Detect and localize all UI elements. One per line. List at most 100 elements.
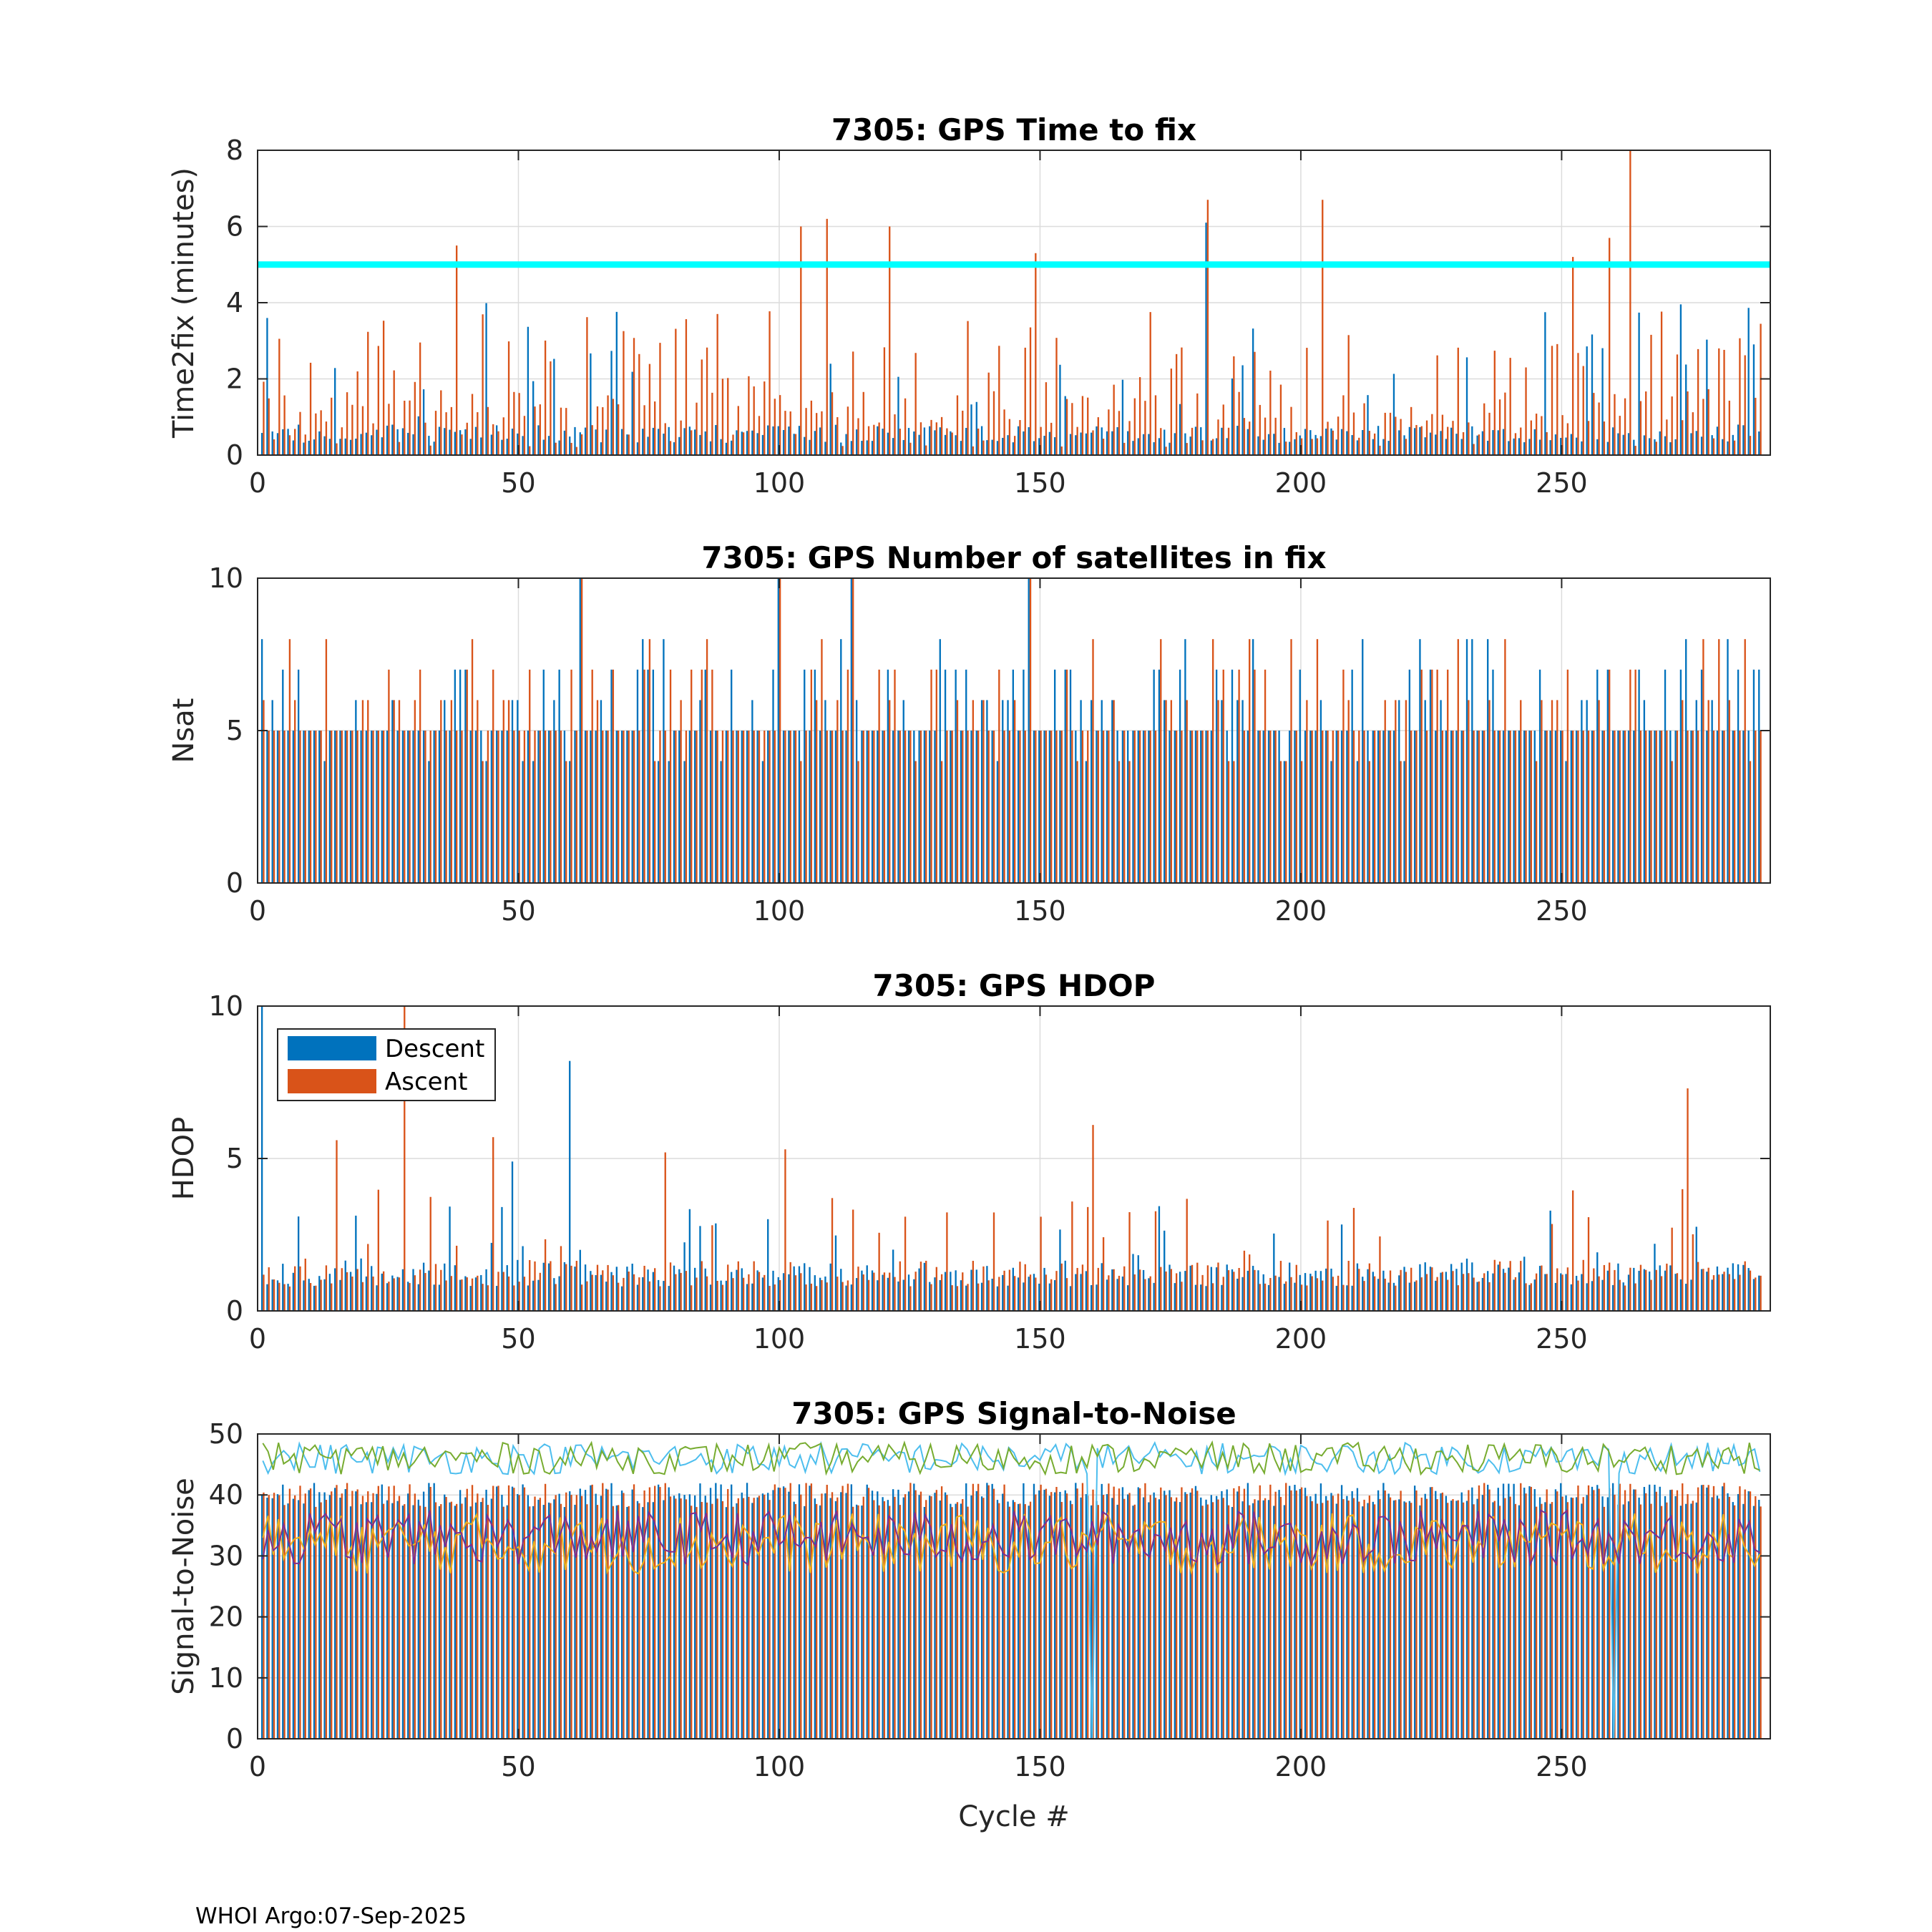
bar-ascent — [1546, 1489, 1548, 1739]
bar-descent — [506, 731, 508, 883]
bar-descent — [1611, 731, 1614, 883]
bar-descent — [1085, 1494, 1088, 1739]
bar-descent — [459, 669, 462, 883]
bar-ascent — [1269, 370, 1272, 455]
bar-ascent — [721, 731, 724, 883]
bar-ascent — [393, 700, 395, 883]
bar-descent — [1153, 442, 1155, 455]
bar-ascent — [1582, 1497, 1584, 1739]
bar-ascent — [424, 1506, 426, 1739]
bar-descent — [1471, 1262, 1473, 1311]
bar-ascent — [1337, 1275, 1340, 1311]
bar-descent — [788, 1274, 790, 1311]
bar-ascent — [753, 731, 755, 883]
bar-ascent — [789, 731, 791, 883]
bar-ascent — [351, 404, 353, 455]
bar-ascent — [1493, 1501, 1496, 1739]
bar-descent — [782, 1273, 785, 1311]
bar-descent — [1528, 731, 1531, 883]
bar-ascent — [1327, 421, 1329, 455]
bar-ascent — [309, 731, 312, 883]
bar-ascent — [1186, 1199, 1188, 1311]
bar-descent — [1080, 1274, 1082, 1311]
bar-descent — [704, 431, 706, 455]
bar-descent — [1502, 1483, 1505, 1739]
bar-ascent — [1582, 366, 1584, 455]
bar-ascent — [419, 342, 421, 455]
bar-descent — [1445, 439, 1448, 455]
bar-ascent — [696, 1507, 698, 1739]
bar-descent — [401, 731, 404, 883]
bar-descent — [428, 436, 430, 455]
bar-descent — [1560, 1273, 1562, 1311]
bar-descent — [1513, 1279, 1515, 1311]
bar-ascent — [602, 731, 604, 883]
bar-descent — [1508, 1483, 1510, 1739]
bar-ascent — [1655, 1269, 1657, 1311]
nsat-title: 7305: GPS Number of satellites in fix — [701, 540, 1326, 575]
bar-ascent — [445, 1497, 447, 1739]
bar-descent — [527, 1495, 530, 1739]
bar-descent — [1309, 430, 1312, 455]
bar-descent — [501, 1206, 503, 1311]
bar-descent — [1330, 1493, 1332, 1739]
bar-ascent — [1400, 419, 1402, 455]
bar-ascent — [1509, 358, 1511, 455]
bar-ascent — [878, 422, 880, 455]
bar-descent — [1283, 428, 1286, 455]
bar-ascent — [1029, 1274, 1032, 1311]
bar-descent — [855, 429, 858, 455]
bar-descent — [1440, 431, 1442, 455]
bar-ascent — [951, 1285, 953, 1311]
bar-ascent — [1712, 1485, 1715, 1739]
bar-descent — [595, 429, 597, 455]
bar-ascent — [940, 1274, 943, 1311]
bar-descent — [1554, 434, 1557, 455]
bar-descent — [970, 1269, 972, 1311]
bar-ascent — [1342, 1284, 1345, 1311]
bar-descent — [1309, 1273, 1312, 1311]
bar-descent — [308, 1490, 310, 1739]
bar-ascent — [299, 1266, 301, 1311]
bar-ascent — [977, 1483, 980, 1739]
bar-descent — [1601, 1279, 1604, 1311]
bar-descent — [1053, 1279, 1056, 1311]
bar-descent — [1497, 430, 1499, 455]
bar-ascent — [1462, 731, 1465, 883]
bar-descent — [1722, 439, 1724, 455]
bar-descent — [1257, 1270, 1259, 1311]
bar-descent — [1023, 1282, 1025, 1311]
bar-ascent — [336, 731, 338, 883]
bar-ascent — [894, 414, 896, 455]
bar-ascent — [779, 395, 781, 455]
bar-ascent — [1671, 1227, 1673, 1311]
bar-ascent — [1666, 419, 1668, 455]
bar-descent — [1075, 435, 1077, 455]
bar-ascent — [1425, 1274, 1428, 1311]
bar-descent — [381, 437, 383, 455]
bar-ascent — [1144, 401, 1146, 455]
bar-ascent — [633, 1484, 635, 1739]
bar-ascent — [664, 1152, 666, 1311]
bar-descent — [1424, 1493, 1426, 1739]
bar-ascent — [288, 1286, 291, 1311]
bar-descent — [1007, 700, 1009, 883]
bar-ascent — [1415, 1280, 1418, 1311]
bar-descent — [761, 1493, 764, 1739]
bar-descent — [756, 731, 758, 883]
bar-descent — [1403, 435, 1405, 455]
bar-descent — [1377, 1490, 1380, 1739]
bar-ascent — [1431, 1487, 1433, 1739]
bar-ascent — [1431, 669, 1433, 883]
bar-descent — [480, 1274, 482, 1311]
bar-descent — [266, 1284, 268, 1311]
bar-ascent — [680, 700, 682, 883]
bar-ascent — [1561, 1496, 1563, 1739]
bar-descent — [1241, 700, 1244, 883]
bar-ascent — [299, 411, 301, 455]
bar-descent — [1012, 669, 1014, 883]
bar-descent — [303, 1503, 305, 1739]
bar-descent — [1096, 426, 1098, 455]
bar-descent — [1560, 1483, 1562, 1739]
bar-descent — [840, 442, 842, 455]
